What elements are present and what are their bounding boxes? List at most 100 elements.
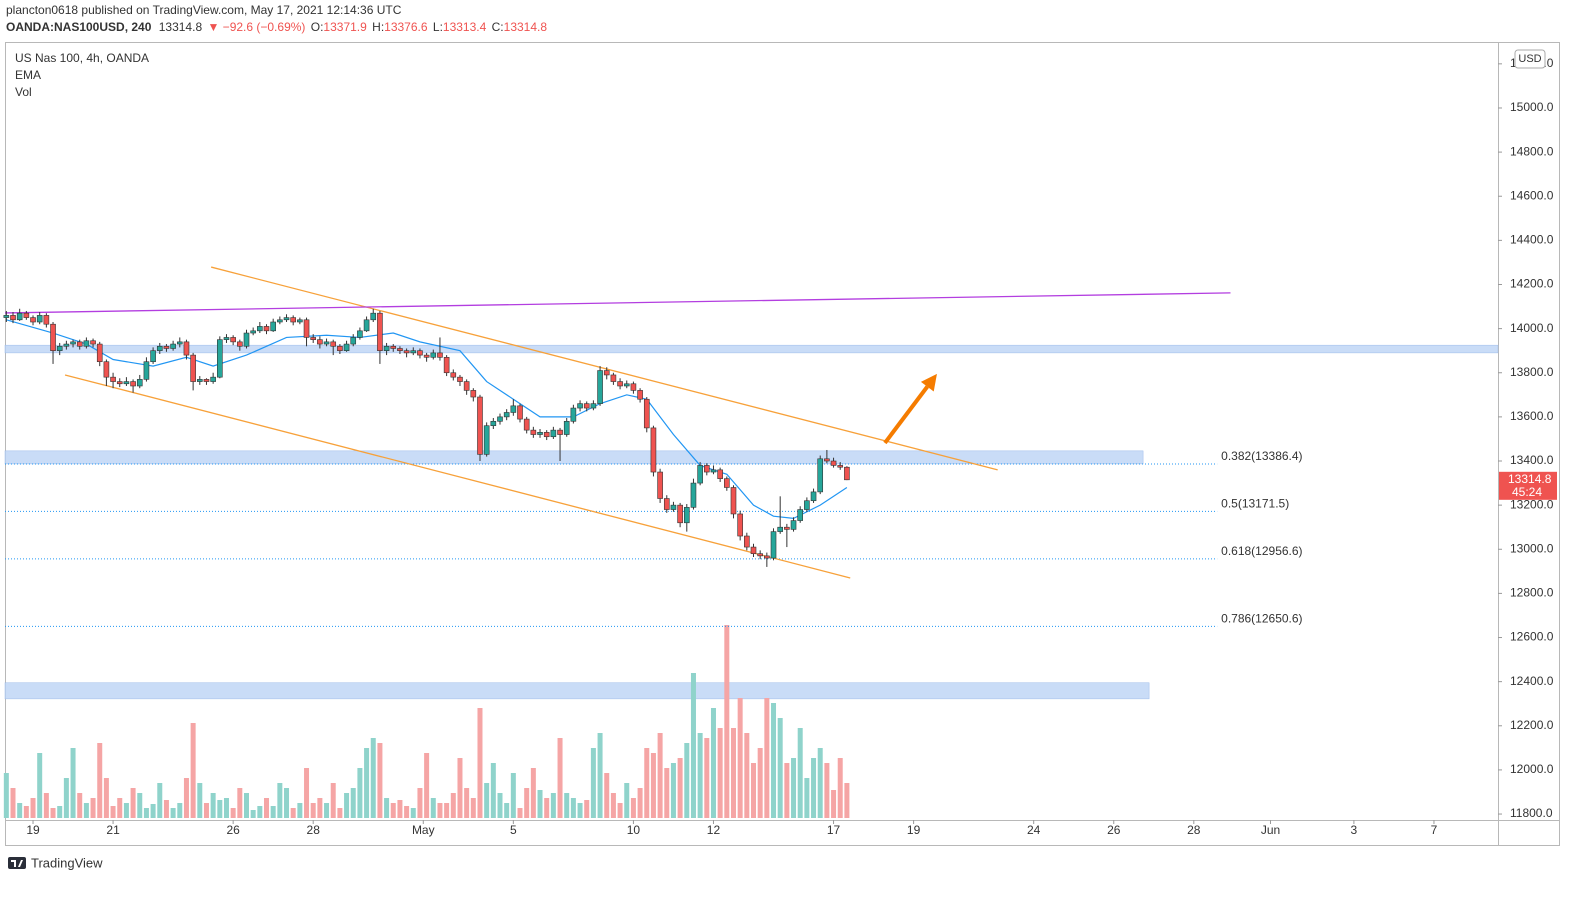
volume-bar [384,798,390,818]
price-label: 13314.8 [1508,472,1552,486]
l-value: 13313.4 [443,20,487,34]
volume-bar [270,806,276,818]
last-price: 13314.8 [159,20,203,34]
volume-bar [437,803,443,818]
candle-body [116,381,123,385]
candle-body [837,465,844,468]
candle-body [143,361,150,380]
candle-body [697,465,703,484]
candle-body [50,323,56,351]
volume-bar [577,803,583,818]
h-label: H: [372,20,384,34]
fib-label: 0.786(12650.6) [1221,612,1302,626]
trendline [64,374,851,579]
candle-body [663,498,670,510]
volume-bar [203,803,209,818]
volume-bar [63,778,69,818]
volume-bar [730,728,736,818]
volume-bar [791,758,797,818]
candle-body [10,315,16,321]
volume-bar [370,738,376,818]
candle-body [643,398,650,429]
arrow-head [920,373,937,392]
y-tick-label: 13200.0 [1510,497,1554,511]
volume-bar [23,806,29,818]
candle-body [790,520,797,530]
candle-body [784,526,790,530]
volume-bar [37,753,43,818]
volume-bar [504,803,510,818]
c-value: 13314.8 [504,20,548,34]
y-tick-label: 13800.0 [1510,365,1554,379]
volume-bar [157,783,163,818]
candle-body [430,352,437,358]
x-tick-label: 19 [907,823,921,837]
candle-body [683,507,690,524]
y-tick-label: 15000.0 [1510,100,1554,114]
volume-bar [537,790,543,818]
volume-bar [697,733,703,818]
volume-bar [130,788,136,818]
candle-body [410,350,417,354]
volume-bar [610,793,616,818]
candle-body [637,390,643,400]
candle-body [824,458,830,462]
volume-bar [477,708,483,818]
candle-body [483,425,490,455]
candle-body [283,317,290,321]
x-tick-label: 24 [1027,823,1041,837]
candle-body [690,482,697,508]
volume-bar [464,788,470,818]
candle-body [130,381,136,387]
price-countdown: 45:24 [1512,485,1542,499]
volume-bar [304,768,310,818]
volume-bar [183,778,189,818]
volume-bar [424,753,430,818]
candle-body [36,315,43,323]
volume-bar [163,800,169,818]
candle-body [503,412,510,418]
candle-body [243,332,250,347]
volume-bar [590,748,596,818]
candle-body [477,396,483,455]
candle-body [136,379,143,387]
volume-bar [704,738,710,818]
candle-body [617,381,623,387]
volume-bar [337,808,343,818]
volume-bar [277,783,283,818]
candle-body [590,403,597,409]
published-line: plancton0618 published on TradingView.co… [6,3,402,17]
currency-box[interactable] [1514,49,1546,69]
volume-bar [70,748,76,818]
volume-bar [10,788,16,818]
candle-body [543,432,550,438]
x-tick-label: 3 [1351,823,1358,837]
volume-bar [817,748,823,818]
candle-body [397,348,403,351]
candle-body [630,383,637,391]
candle-body [677,504,683,524]
candle-body [744,535,750,548]
footer-logo [8,857,26,869]
volume-bar [664,768,670,818]
volume-bar [637,788,643,818]
volume-bar [624,783,630,818]
volume-bar [330,783,336,818]
volume-bar [797,728,803,818]
candle-body [577,403,583,409]
volume-bar [710,708,716,818]
volume-bar [43,793,49,818]
volume-bar [844,783,850,818]
volume-bar [243,793,249,818]
volume-bar [390,803,396,818]
candle-body [517,405,523,420]
candle-body [717,469,723,479]
volume-bar [344,793,350,818]
volume-bar [97,743,103,818]
candle-body [377,312,383,351]
volume-bar [757,748,763,818]
candle-body [230,337,236,343]
volume-bar [177,803,183,818]
volume-bar [764,698,770,818]
